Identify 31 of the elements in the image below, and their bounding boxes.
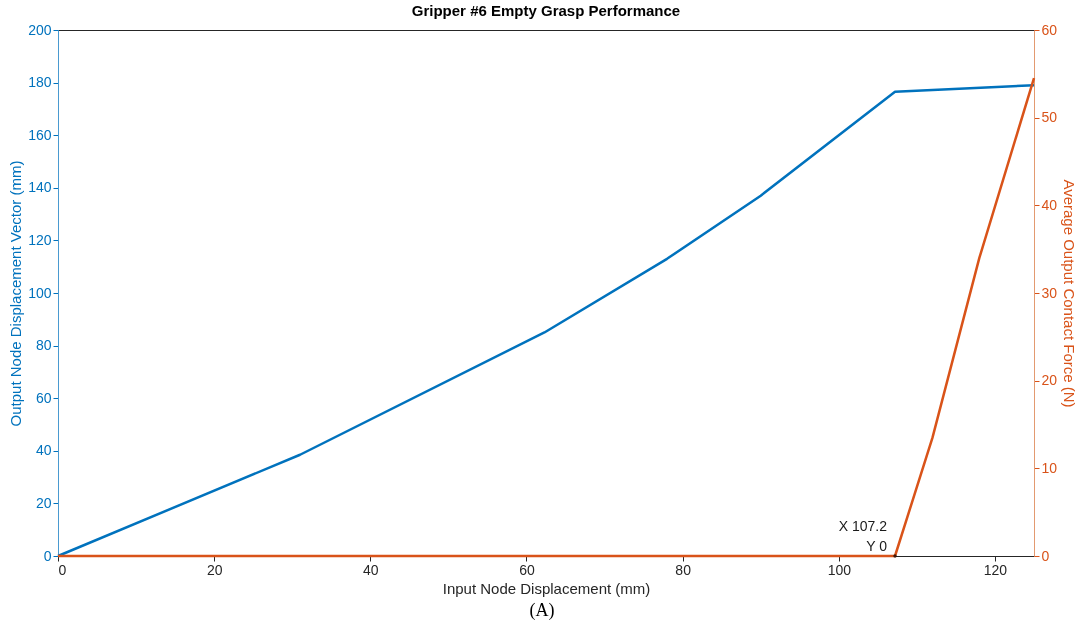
y-axis-title: Output Node Displacement Vector (mm)	[7, 160, 25, 427]
y-tick-label: 20	[35, 494, 52, 511]
y2-tick-label: 20	[1041, 372, 1058, 389]
y-tick-label: 200	[28, 21, 52, 38]
annotation: X 107.2 Y 0	[838, 518, 888, 554]
y2-tick-label: 0	[1041, 547, 1050, 564]
x-tick-label: 60	[519, 561, 535, 578]
x-tick-label: 120	[983, 561, 1008, 578]
y2-axis-title: Average Output Contact Force (N)	[1061, 179, 1079, 408]
y-tick-label: 180	[28, 74, 52, 91]
x-tick-label: 100	[827, 561, 852, 578]
x-tick-label: 20	[206, 561, 223, 578]
y-tick-label: 100	[28, 284, 52, 301]
x-tick-label: 40	[363, 561, 379, 578]
y2-tick-label: 30	[1041, 284, 1058, 301]
y-tick-label: 60	[35, 389, 52, 406]
y2-tick-label: 50	[1041, 109, 1058, 126]
y2-tick-label: 40	[1041, 196, 1058, 213]
y-tick-label: 0	[43, 547, 52, 564]
chart-title: Gripper #6 Empty Grasp Performance	[411, 2, 681, 19]
x-axis-title: Input Node Displacement (mm)	[442, 579, 651, 597]
y-tick-label: 140	[28, 179, 52, 196]
y2-tick-label: 60	[1041, 21, 1058, 38]
x-tick-label: 80	[675, 561, 692, 578]
y-tick-label: 160	[28, 126, 52, 143]
y2-tick-label: 10	[1041, 459, 1058, 476]
y-tick-label: 80	[35, 337, 52, 354]
y-tick-label: 40	[35, 442, 52, 459]
text: (A)	[528, 600, 556, 621]
y-tick-label: 120	[28, 231, 52, 248]
x-tick-label: 0	[58, 561, 67, 578]
